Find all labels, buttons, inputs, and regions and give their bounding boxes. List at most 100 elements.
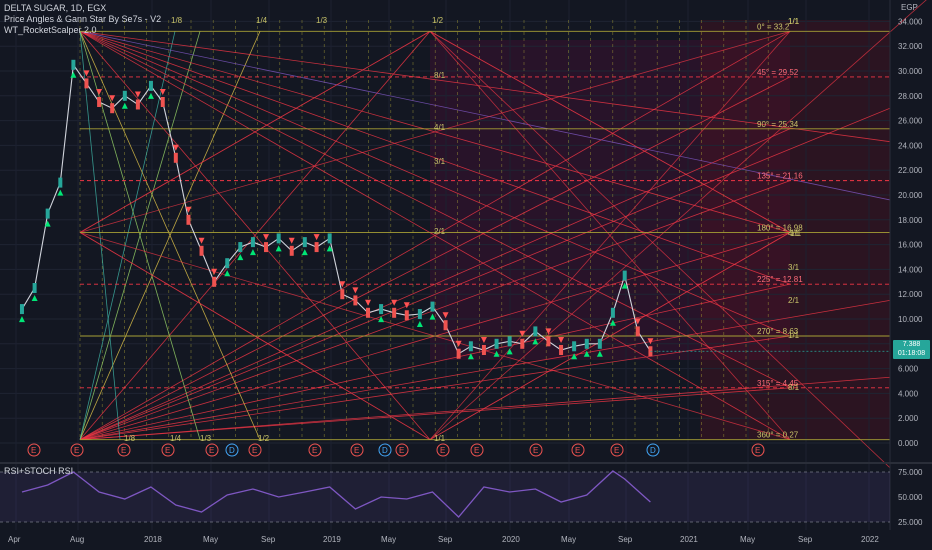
price-candle — [610, 307, 615, 318]
price-candle — [533, 326, 538, 337]
price-candle — [379, 304, 384, 315]
price-candle — [327, 233, 332, 244]
x-tick-label: 2019 — [323, 535, 341, 544]
earnings-marker — [205, 443, 219, 457]
indicator-gann-star[interactable]: Price Angles & Gann Star By Se7s - V2 — [4, 14, 162, 24]
price-candle — [468, 341, 473, 352]
sell-signal-triangle — [288, 237, 295, 244]
sell-signal-triangle — [634, 318, 641, 325]
event-marker-label: E — [121, 446, 126, 455]
price-candle — [635, 326, 640, 337]
rsi-band — [0, 472, 890, 522]
chart-legend[interactable]: DELTA SUGAR, 1D, EGX Price Angles & Gann… — [4, 3, 161, 36]
x-tick-label: May — [381, 535, 396, 544]
gann-star-diagonal — [429, 0, 927, 440]
earnings-marker — [117, 443, 131, 457]
price-candle — [417, 309, 422, 320]
gann-level-label: 45° = 29.52 — [757, 68, 799, 77]
gann-fan-label: 1/4 — [170, 434, 182, 443]
earnings-marker — [27, 443, 41, 457]
buy-signal-triangle — [467, 353, 474, 360]
price-candle — [584, 338, 589, 349]
price-candle — [160, 97, 165, 107]
dividend-marker — [378, 443, 392, 457]
sell-signal-triangle — [211, 268, 218, 275]
gann-level-label: 0° = 33.2 — [757, 22, 790, 31]
earnings-marker — [248, 443, 262, 457]
earnings-marker — [395, 443, 409, 457]
earnings-marker — [308, 443, 322, 457]
gann-star-edge — [429, 30, 791, 233]
price-candle — [546, 336, 551, 347]
price-candle — [19, 304, 24, 315]
y-tick-label: 12.000 — [898, 290, 923, 299]
x-tick-label: 2021 — [680, 535, 698, 544]
event-marker-label: E — [74, 446, 79, 455]
event-marker-label: E — [312, 446, 317, 455]
earnings-marker — [470, 443, 484, 457]
price-candle — [456, 348, 461, 359]
price-candle — [84, 78, 89, 89]
gann-star-diagonal — [429, 31, 791, 440]
price-candle — [481, 345, 486, 355]
event-marker-label: E — [209, 446, 214, 455]
gann-levels: 0° = 33.2 45° = 29.52 90° = 25.34 135° = 21… — [80, 16, 890, 443]
sell-signal-triangle — [545, 328, 552, 335]
gann-fan-label: 1/1 — [434, 434, 446, 443]
gann-fan-label: 1/1 — [788, 17, 800, 26]
price-candle — [276, 233, 281, 244]
gann-fan-label: 3/1 — [434, 157, 446, 166]
gann-level-label: 90° = 25.34 — [757, 120, 799, 129]
price-series — [18, 59, 890, 360]
gann-fan-label: 1/3 — [200, 434, 212, 443]
price-candle — [238, 242, 243, 253]
event-marker-label: E — [440, 446, 445, 455]
x-tick-label: May — [561, 535, 576, 544]
gann-fan-label: 3/1 — [788, 263, 800, 272]
price-line — [21, 63, 651, 355]
sell-signal-triangle — [83, 70, 90, 77]
gann-fan-line — [79, 300, 891, 441]
event-marker-label: E — [614, 446, 619, 455]
indicator-rocket-scalper[interactable]: WT_RocketScalper 2.0 — [4, 25, 97, 35]
currency-label: EGP — [901, 3, 918, 12]
price-candle — [264, 242, 269, 253]
sell-signal-triangle — [352, 287, 359, 294]
event-marker-label: E — [474, 446, 479, 455]
gann-level-label: 360° = 0.27 — [757, 431, 799, 440]
gann-level-label: 135° = 21.16 — [757, 172, 803, 181]
rsi-pane-title[interactable]: RSI+STOCH RSI — [4, 466, 74, 476]
buy-signal-triangle — [532, 338, 539, 345]
sell-signal-triangle — [159, 89, 166, 95]
gann-fan-line — [79, 30, 791, 285]
rsi-pane[interactable]: 25.000 50.000 75.000 — [0, 462, 932, 527]
gann-fan-label: 2/1 — [434, 227, 446, 236]
buy-signal-triangle — [275, 245, 282, 252]
price-candle — [225, 258, 230, 269]
sell-signal-triangle — [403, 302, 410, 309]
price-candle — [430, 301, 435, 312]
sell-signal-triangle — [263, 234, 270, 241]
symbol-title[interactable]: DELTA SUGAR, 1D, EGX — [4, 3, 107, 13]
gann-level-label: 315° = 4.45 — [757, 379, 799, 388]
gann-fan-label: 1/4 — [256, 16, 268, 25]
gann-star-zone — [430, 40, 790, 360]
gann-star-edge — [79, 30, 431, 233]
price-candle — [507, 336, 512, 347]
price-axis[interactable]: 0.0002.0004.0006.0008.00010.00012.00014.… — [889, 0, 923, 530]
earnings-marker — [436, 443, 450, 457]
gann-fan-line — [79, 30, 891, 201]
x-tick-label: May — [203, 535, 218, 544]
gann-level-label: 225° = 12.81 — [757, 275, 803, 284]
dividend-marker — [225, 443, 239, 457]
buy-signal-triangle — [429, 313, 436, 320]
gann-fan-line — [79, 30, 891, 143]
price-candle — [494, 338, 499, 349]
time-axis[interactable]: Apr Aug 2018 May Sep 2019 May Sep 2020 May Sep 2021… — [8, 535, 879, 544]
sell-signal-triangle — [96, 89, 103, 95]
earnings-marker — [70, 443, 84, 457]
x-tick-label: Aug — [70, 535, 84, 544]
gann-fan-line — [79, 283, 791, 441]
price-candle — [97, 97, 102, 107]
